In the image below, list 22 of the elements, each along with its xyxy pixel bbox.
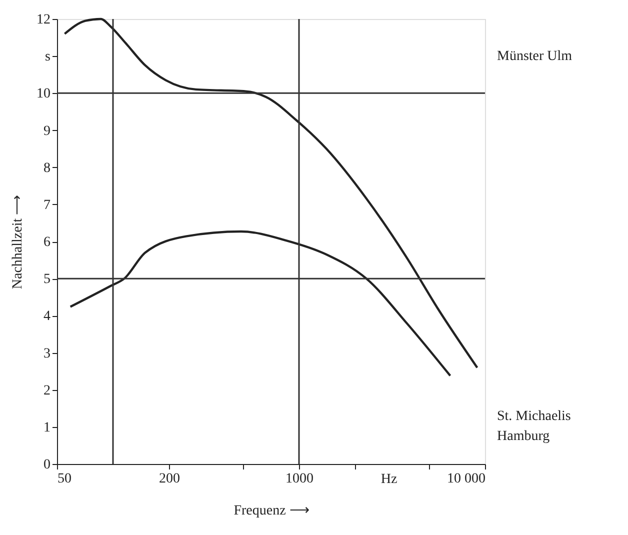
x-axis-title: Frequenz ⟶: [234, 504, 310, 518]
y-tick-label: 4: [44, 309, 50, 324]
y-tick-label: 12: [36, 12, 50, 28]
x-tick-label: 1000: [285, 472, 314, 486]
x-tick-label: 10 000: [447, 472, 486, 486]
y-tick-label: 8: [44, 160, 50, 176]
y-tick-label: 7: [44, 198, 50, 213]
y-tick-label: 2: [44, 383, 50, 398]
text: St. Michaelis Hamburg: [497, 409, 571, 444]
y-tick-label: 5: [44, 272, 50, 288]
y-axis-title: Nachhallzeit ⟶: [10, 194, 26, 290]
x-tick-label: 50: [58, 472, 72, 486]
x-tick-label: 200: [158, 472, 180, 486]
text: Münster Ulm: [497, 49, 572, 64]
y-tick-label: 9: [44, 124, 50, 139]
y-tick-label: 6: [44, 235, 50, 250]
y-tick-label: 0: [44, 458, 50, 472]
y-tick-label: s: [45, 50, 50, 65]
y-tick-label: 10: [36, 86, 50, 102]
text: Hz: [380, 472, 398, 487]
y-tick-label: 1: [44, 420, 50, 436]
y-tick-label: 3: [44, 346, 50, 362]
